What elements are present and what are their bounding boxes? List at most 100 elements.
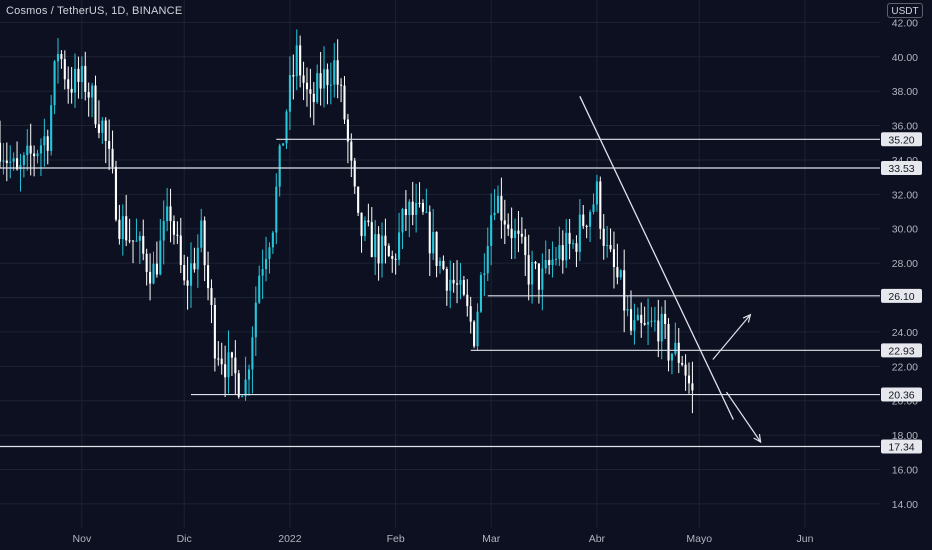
- price-level-tag: [881, 288, 922, 303]
- candle-body: [207, 265, 210, 289]
- candle-body: [268, 247, 271, 260]
- candle-body: [210, 288, 213, 306]
- candle-body: [2, 160, 5, 162]
- candle-body: [108, 140, 111, 149]
- y-tick-label: 30.00: [892, 224, 918, 236]
- candle-body: [299, 45, 302, 76]
- y-tick-label: 14.00: [892, 499, 918, 511]
- candle-body: [442, 260, 445, 270]
- candle-body: [203, 220, 206, 266]
- candle-body: [142, 235, 145, 254]
- y-tick-label: 38.00: [892, 86, 918, 98]
- candle-body: [111, 148, 114, 167]
- candle-body: [544, 260, 547, 269]
- candle-body: [394, 258, 397, 260]
- candle-body: [333, 60, 336, 85]
- candle-body: [131, 240, 135, 242]
- price-level-label: 26.10: [888, 291, 914, 303]
- x-tick-label: Dic: [177, 533, 192, 545]
- candle-body: [241, 396, 244, 398]
- candle-body: [411, 201, 414, 215]
- candle-body: [149, 271, 152, 284]
- candle-body: [264, 259, 268, 270]
- candle-body: [619, 270, 622, 278]
- candle-body: [636, 314, 639, 321]
- chart-grid: [0, 0, 880, 528]
- candle-body: [224, 364, 227, 378]
- candle-body: [9, 161, 12, 163]
- candle-body: [408, 201, 411, 216]
- candle-body: [271, 232, 274, 248]
- candle-body: [445, 269, 448, 291]
- candle-body: [571, 243, 575, 245]
- candle-body: [490, 215, 493, 246]
- candle-body: [247, 369, 251, 380]
- candle-body: [230, 352, 233, 358]
- candle-body: [606, 244, 609, 246]
- candle-body: [326, 69, 329, 86]
- candle-body: [377, 234, 380, 264]
- price-level-label: 35.20: [888, 134, 914, 146]
- candle-body: [633, 320, 636, 331]
- x-tick-label: Abr: [589, 533, 606, 545]
- candle-body: [575, 243, 578, 252]
- candle-body: [609, 244, 612, 250]
- candle-body: [234, 357, 237, 374]
- candle-body: [667, 323, 670, 361]
- candle-body: [486, 245, 489, 274]
- price-level-tags: 35.20 33.53 26.10 22.93 20.36 17.34: [881, 132, 922, 454]
- candle-body: [70, 88, 73, 93]
- candle-body: [73, 68, 77, 93]
- x-tick-label: Nov: [73, 533, 92, 545]
- candle-body: [677, 342, 680, 363]
- candle-body: [80, 65, 83, 82]
- candle-body: [336, 60, 339, 85]
- candle-body: [687, 375, 691, 384]
- candle-body: [305, 82, 309, 90]
- candle-body: [415, 202, 418, 215]
- candle-body: [220, 358, 223, 365]
- currency-unit-button[interactable]: USDT: [887, 3, 923, 18]
- candle-body: [275, 186, 278, 233]
- candle-body: [360, 212, 363, 237]
- candle-body: [322, 69, 326, 89]
- candle-body: [592, 204, 595, 212]
- candle-body: [60, 54, 63, 60]
- candle-body: [33, 153, 36, 157]
- candle-body: [36, 153, 39, 157]
- candle-body: [585, 225, 588, 227]
- candle-body: [599, 181, 602, 229]
- candle-body: [176, 234, 179, 236]
- y-tick-label: 32.00: [892, 189, 918, 201]
- candle-body: [643, 323, 646, 325]
- y-tick-label: 16.00: [892, 465, 918, 477]
- candle-body: [353, 160, 356, 187]
- price-level-tag: [881, 343, 922, 358]
- candle-body: [452, 279, 455, 284]
- candle-body: [612, 249, 616, 268]
- candle-body: [674, 342, 677, 354]
- candle-body: [626, 309, 629, 311]
- candle-body: [162, 221, 165, 241]
- candle-body: [503, 220, 506, 225]
- candle-body: [77, 68, 80, 82]
- candle-body: [285, 111, 288, 144]
- candle-body: [500, 195, 503, 221]
- candle-body: [227, 352, 230, 378]
- y-tick-label: 40.00: [892, 52, 918, 64]
- x-tick-label: Feb: [387, 533, 405, 545]
- candle-body: [380, 235, 384, 264]
- candle-body: [258, 275, 261, 303]
- candle-body: [145, 253, 148, 272]
- candle-body: [186, 280, 189, 286]
- candle-body: [493, 212, 496, 216]
- candle-body: [244, 379, 247, 397]
- candle-body: [135, 240, 138, 242]
- candle-body: [169, 206, 172, 222]
- candle-body: [483, 273, 486, 276]
- candle-body: [5, 160, 8, 163]
- candle-body: [50, 105, 53, 151]
- candle-body: [681, 362, 684, 365]
- candle-body: [46, 136, 49, 151]
